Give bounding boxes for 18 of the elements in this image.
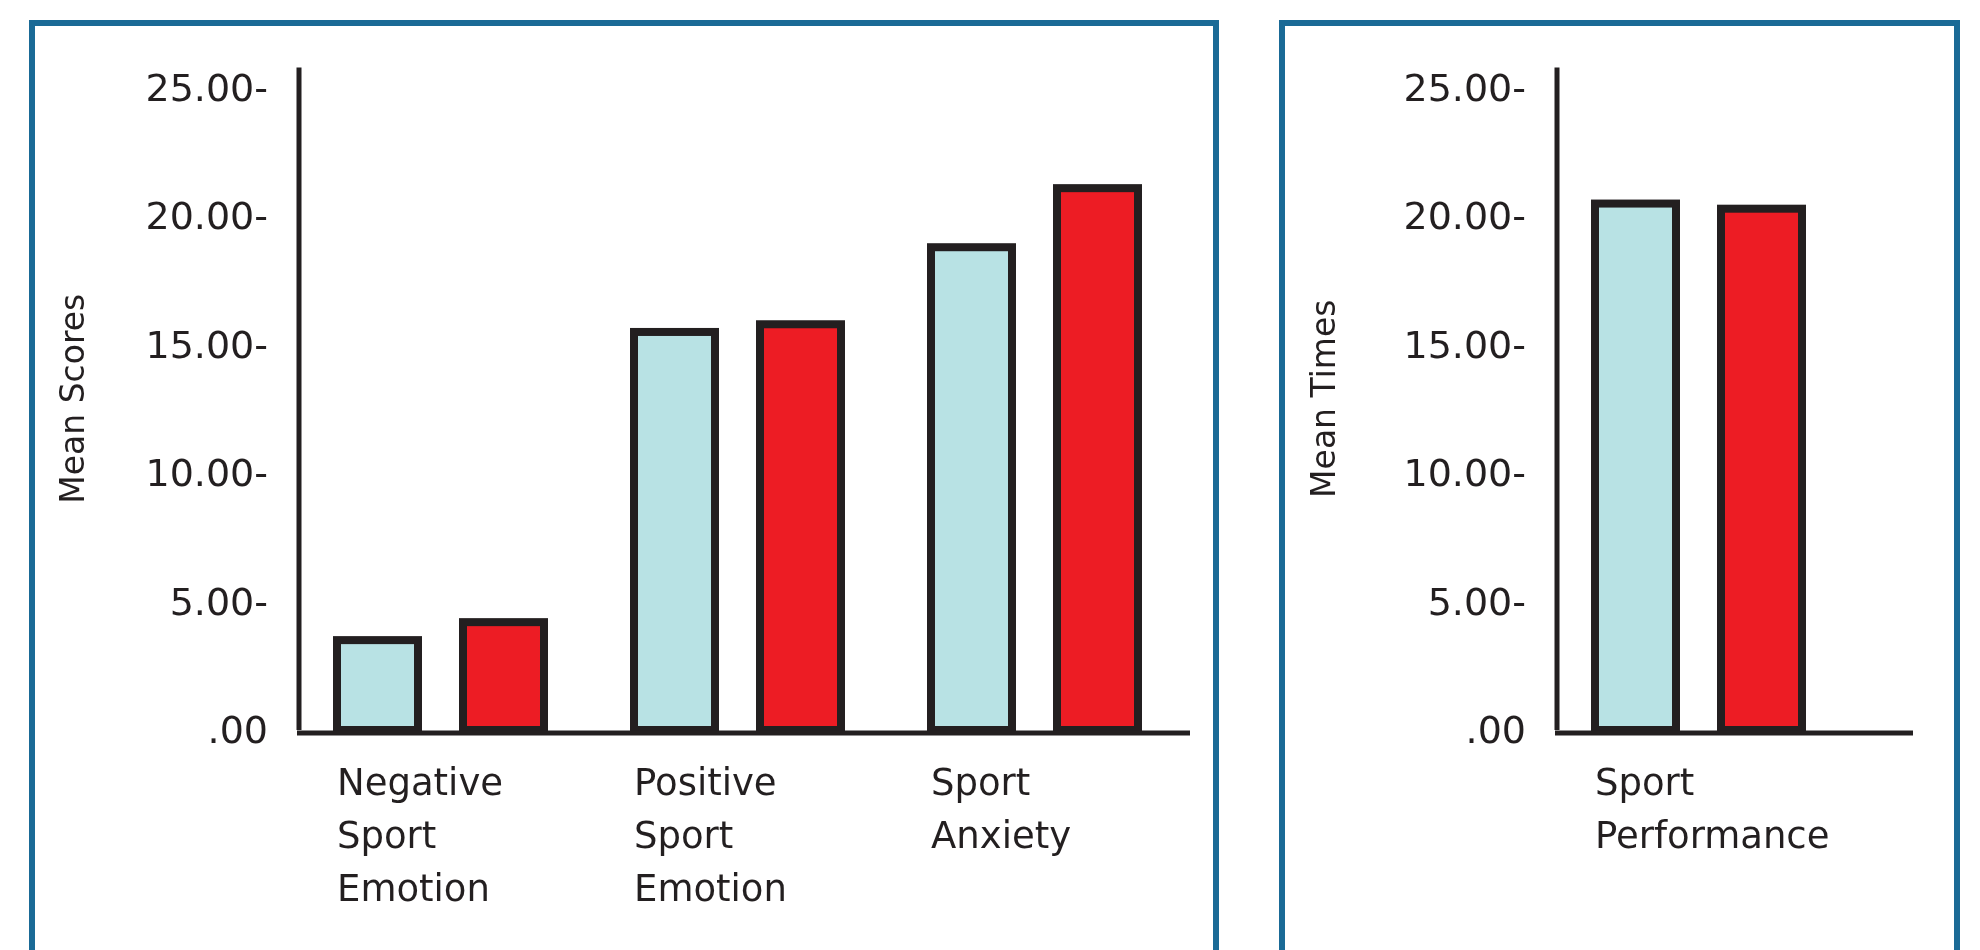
y-tick-label: 10.00- — [145, 451, 268, 496]
y-tick-label: 10.00- — [1403, 451, 1526, 496]
y-tick-label: .00 — [207, 708, 268, 752]
x-tick-label: Negative Sport Emotion — [337, 761, 504, 910]
x-tick-label: Sport Performance — [1595, 761, 1830, 857]
x-tick-label: Positive Sport Emotion — [634, 761, 787, 910]
y-tick-label: 25.00- — [1403, 66, 1526, 110]
y-axis-title: Mean Times — [1303, 299, 1343, 498]
y-tick-label: 20.00- — [145, 194, 268, 239]
y-tick-label: 20.00- — [1403, 194, 1526, 239]
y-tick-label: 15.00- — [145, 322, 268, 367]
y-tick-label: 15.00- — [1403, 322, 1526, 367]
y-tick-label: .00 — [1465, 708, 1526, 752]
y-tick-label: 5.00- — [1427, 579, 1526, 624]
y-tick-label: 5.00- — [169, 579, 268, 624]
x-tick-label: Sport Anxiety — [931, 761, 1072, 857]
y-axis-title: Mean Scores — [52, 293, 92, 504]
y-tick-label: 25.00- — [145, 66, 268, 110]
